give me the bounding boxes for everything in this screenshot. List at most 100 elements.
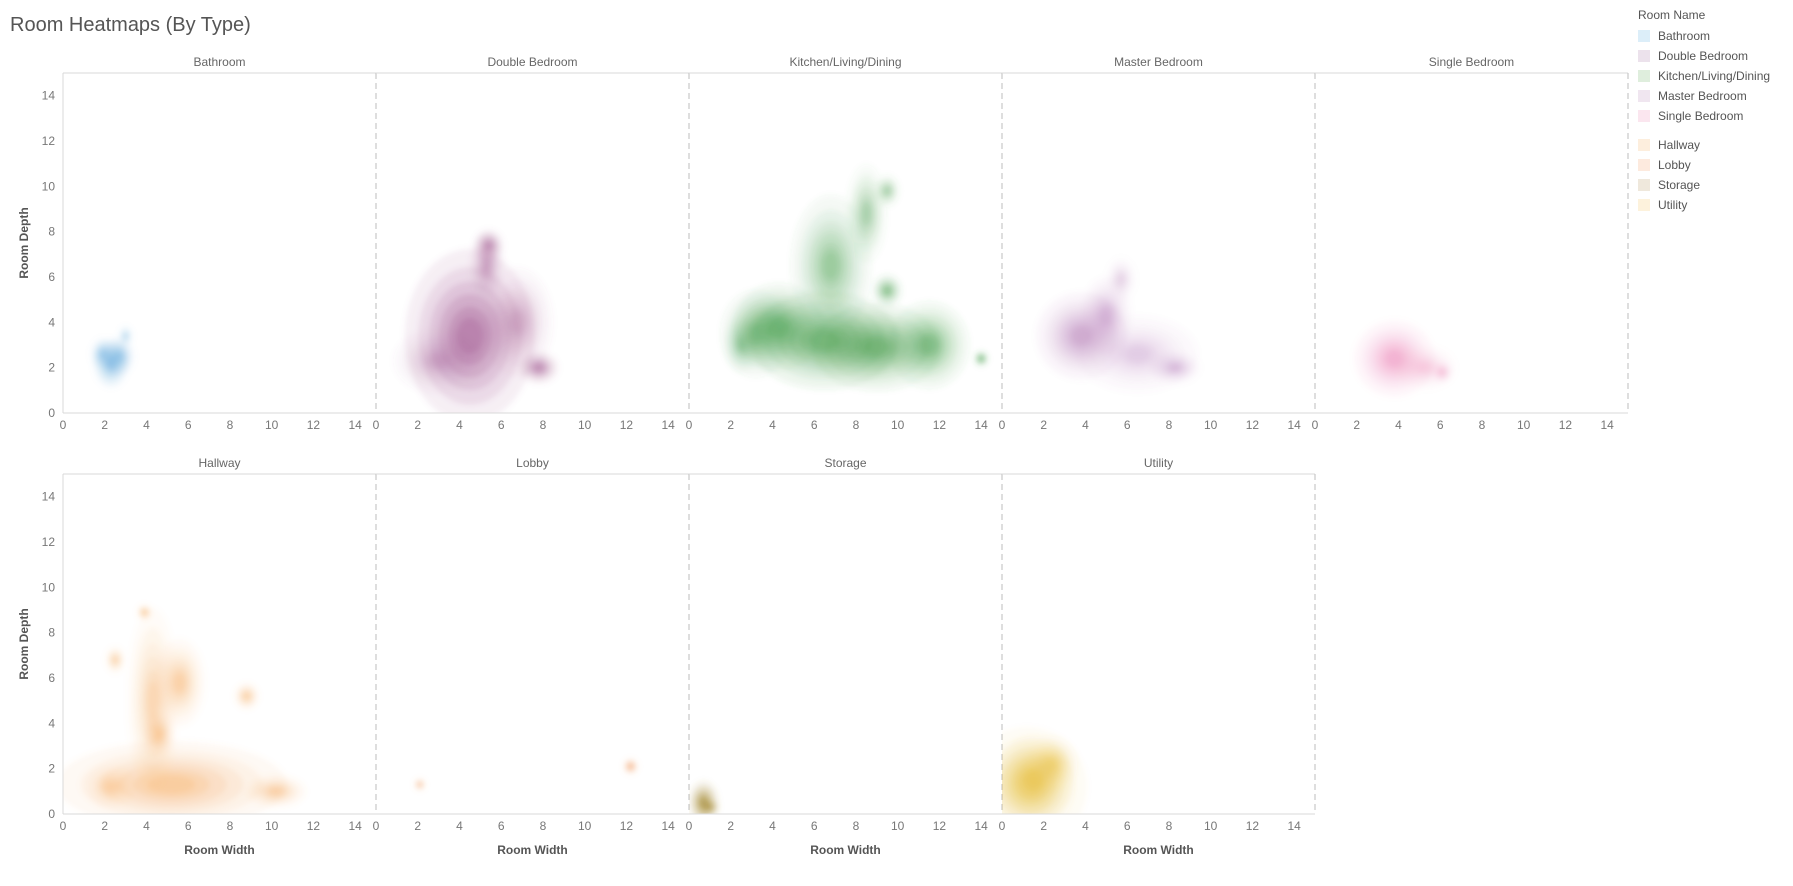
density-contour	[243, 693, 250, 700]
legend-swatch	[1638, 30, 1650, 42]
x-tick-label: 14	[661, 819, 675, 833]
panel-title: Single Bedroom	[1429, 55, 1514, 69]
legend-item[interactable]: Master Bedroom	[1638, 86, 1770, 106]
x-tick-label: 14	[974, 819, 988, 833]
x-tick-label: 0	[999, 819, 1006, 833]
density-layer	[1354, 320, 1456, 397]
legend-item[interactable]: Utility	[1638, 195, 1770, 215]
x-axis-label: Room Width	[810, 843, 881, 857]
panel-title: Utility	[1144, 456, 1173, 470]
density-contour	[862, 203, 871, 224]
legend-label: Kitchen/Living/Dining	[1658, 69, 1771, 83]
legend-label: Double Bedroom	[1658, 49, 1749, 63]
x-tick-label: 6	[498, 819, 505, 833]
x-tick-label: 0	[686, 819, 693, 833]
x-tick-label: 4	[456, 418, 463, 432]
x-tick-label: 8	[853, 819, 860, 833]
legend-swatch	[1638, 159, 1650, 171]
x-tick-label: 12	[307, 418, 321, 432]
legend-item[interactable]: Bathroom	[1638, 26, 1770, 46]
x-tick-label: 12	[933, 819, 947, 833]
density-contour	[863, 338, 891, 357]
x-tick-label: 8	[227, 819, 234, 833]
x-tick-label: 12	[933, 418, 947, 432]
density-layer	[90, 325, 135, 388]
x-tick-label: 12	[1246, 819, 1260, 833]
density-contour	[627, 763, 634, 770]
legend-item[interactable]: Storage	[1638, 175, 1770, 195]
heatmap-panel: Utility 0 2 4 6 8 10 12 14 Room Width	[999, 456, 1316, 857]
y-tick-label: 0	[48, 807, 55, 821]
density-contour	[808, 330, 841, 351]
legend-item[interactable]: Lobby	[1638, 155, 1770, 175]
density-contour	[482, 258, 491, 273]
legend-item[interactable]: Double Bedroom	[1638, 46, 1770, 66]
y-tick-label: 8	[48, 626, 55, 640]
x-tick-label: 6	[811, 418, 818, 432]
x-tick-label: 12	[620, 819, 634, 833]
x-tick-label: 6	[185, 418, 192, 432]
legend-swatch	[1638, 50, 1650, 62]
legend-item[interactable]: Kitchen/Living/Dining	[1638, 66, 1770, 86]
y-tick-label: 4	[48, 716, 55, 730]
density-contour	[269, 787, 283, 795]
density-contour	[107, 358, 115, 369]
y-tick-label: 10	[42, 580, 56, 594]
x-tick-label: 14	[1600, 418, 1614, 432]
x-tick-label: 2	[414, 819, 421, 833]
density-contour	[112, 656, 119, 663]
x-tick-label: 4	[1082, 819, 1089, 833]
legend-item[interactable]: Hallway	[1638, 135, 1770, 155]
x-tick-label: 10	[891, 819, 905, 833]
x-tick-label: 8	[1479, 418, 1486, 432]
legend-swatch	[1638, 70, 1650, 82]
chart-title: Room Heatmaps (By Type)	[10, 14, 251, 36]
legend-swatch	[1638, 90, 1650, 102]
y-tick-label: 2	[48, 762, 55, 776]
density-contour	[429, 354, 448, 368]
density-contour	[884, 187, 891, 195]
heatmap-panel: Storage 0 2 4 6 8 10 12 14 Room Width	[686, 456, 1003, 857]
heatmap-panel: Master Bedroom 0 2 4 6 8 10 12 14	[999, 55, 1316, 432]
density-contour	[978, 355, 985, 362]
y-axis-label: Room Depth	[17, 608, 31, 679]
x-tick-label: 2	[414, 418, 421, 432]
legend-title: Room Name	[1638, 8, 1706, 22]
density-contour	[141, 609, 148, 616]
panel-title: Bathroom	[193, 55, 245, 69]
x-tick-label: 10	[265, 418, 279, 432]
density-contour	[1101, 307, 1112, 324]
x-tick-label: 14	[1287, 418, 1301, 432]
x-tick-label: 8	[227, 418, 234, 432]
density-contour	[706, 804, 713, 811]
density-contour	[1125, 346, 1151, 363]
legend-swatch	[1638, 199, 1650, 211]
density-contour	[700, 798, 707, 808]
y-tick-label: 6	[48, 270, 55, 284]
density-contour	[1071, 326, 1091, 345]
y-axis-label: Room Depth	[17, 207, 31, 278]
x-tick-label: 12	[620, 418, 634, 432]
x-tick-label: 14	[661, 418, 675, 432]
x-tick-label: 2	[1040, 418, 1047, 432]
x-tick-label: 4	[1082, 418, 1089, 432]
heatmap-panel: Single Bedroom 0 2 4 6 8 10 12 14	[1312, 55, 1629, 432]
density-contour	[1439, 369, 1446, 376]
density-layer	[720, 164, 989, 391]
heatmap-panel: Kitchen/Living/Dining 0 2 4 6 8 10 12 14	[686, 55, 1003, 432]
x-tick-label: 8	[540, 418, 547, 432]
density-contour	[116, 352, 123, 361]
legend-item[interactable]: Single Bedroom	[1638, 106, 1770, 126]
y-tick-label: 12	[42, 134, 56, 148]
x-tick-label: 8	[540, 819, 547, 833]
x-tick-label: 8	[1166, 418, 1173, 432]
x-tick-label: 2	[1353, 418, 1360, 432]
x-axis-label: Room Width	[184, 843, 255, 857]
x-tick-label: 14	[348, 418, 362, 432]
x-tick-label: 6	[1124, 819, 1131, 833]
density-contour	[534, 364, 543, 372]
legend-label: Utility	[1658, 198, 1688, 212]
legend-label: Bathroom	[1658, 29, 1711, 43]
panel-title: Double Bedroom	[487, 55, 577, 69]
x-tick-label: 2	[101, 819, 108, 833]
